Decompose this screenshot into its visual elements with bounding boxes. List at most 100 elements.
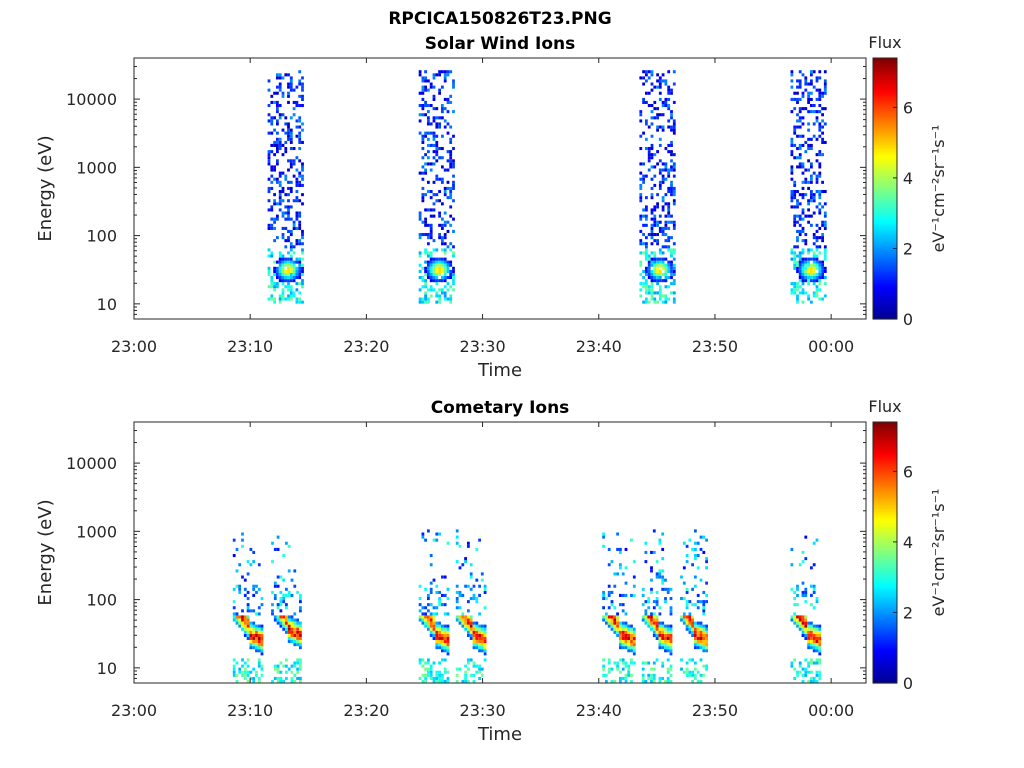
spectrogram-cell <box>292 266 296 270</box>
spectrogram-cell <box>810 640 813 644</box>
colorbar-segment <box>873 552 897 556</box>
spectrogram-cell <box>658 679 662 683</box>
colorbar-segment <box>873 596 897 599</box>
spectrogram-cell <box>285 541 288 545</box>
spectrogram-cell <box>627 627 631 631</box>
spectrogram-cell <box>287 186 290 190</box>
spectrogram-cell <box>438 257 441 261</box>
spectrogram-cell <box>418 104 422 108</box>
spectrogram-cell <box>432 661 436 665</box>
spectrogram-cell <box>702 603 706 607</box>
spectrogram-cell <box>815 597 819 601</box>
spectrogram-cell <box>271 679 274 683</box>
spectrogram-cell <box>610 615 614 619</box>
spectrogram-cell <box>443 291 447 295</box>
spectrogram-cell <box>295 276 299 280</box>
spectrogram-cell <box>282 593 286 597</box>
spectrogram-cell <box>815 239 819 243</box>
spectrogram-cell <box>289 186 293 190</box>
spectrogram-cell <box>688 658 692 662</box>
spectrogram-cell <box>295 199 299 203</box>
spectrogram-cell <box>804 593 808 597</box>
spectrogram-cell <box>810 79 813 83</box>
spectrogram-cell <box>301 183 304 187</box>
spectrogram-cell <box>298 272 302 276</box>
spectrogram-cell <box>688 600 692 604</box>
spectrogram-cell <box>639 134 643 138</box>
colorbar-segment <box>873 556 897 560</box>
spectrogram-cell <box>801 633 805 637</box>
spectrogram-cell <box>429 104 433 108</box>
colorbar-segment <box>873 589 897 593</box>
spectrogram-cell <box>650 229 654 233</box>
spectrogram-cell <box>667 297 671 301</box>
spectrogram-cell <box>278 272 282 276</box>
spectrogram-cell <box>287 279 290 283</box>
spectrogram-cell <box>661 73 665 77</box>
spectrogram-cell <box>793 223 797 227</box>
spectrogram-cell <box>672 125 676 129</box>
spectrogram-cell <box>273 285 276 289</box>
spectrogram-cell <box>810 603 813 607</box>
spectrogram-cell <box>293 612 297 616</box>
spectrogram-cell <box>243 627 247 631</box>
spectrogram-cell <box>647 288 651 292</box>
spectrogram-cell <box>295 183 299 187</box>
spectrogram-cell <box>282 615 286 619</box>
spectrogram-cell <box>290 679 294 683</box>
spectrogram-cell <box>672 263 676 267</box>
spectrogram-cell <box>267 190 271 194</box>
spectrogram-cell <box>624 624 628 628</box>
colorbar-segment <box>873 532 897 536</box>
spectrogram-cell <box>655 627 659 631</box>
spectrogram-cell <box>273 91 276 95</box>
spectrogram-cell <box>285 587 288 591</box>
spectrogram-cell <box>667 125 671 129</box>
spectrogram-cell <box>290 630 294 634</box>
spectrogram-cell <box>821 220 824 224</box>
spectrogram-cell <box>287 633 291 637</box>
spectrogram-cell <box>702 640 706 644</box>
colorbar-segment <box>873 485 897 488</box>
spectrogram-cell <box>289 257 293 261</box>
spectrogram-cell <box>818 70 822 74</box>
spectrogram-cell <box>295 168 299 172</box>
spectrogram-cell <box>621 593 625 597</box>
spectrogram-cell <box>432 208 436 212</box>
spectrogram-cell <box>812 196 816 200</box>
spectrogram-cell <box>658 220 662 224</box>
spectrogram-cell <box>289 131 293 135</box>
spectrogram-cell <box>287 569 291 573</box>
spectrogram-cell <box>464 627 467 631</box>
spectrogram-cell <box>299 664 302 668</box>
spectrogram-cell <box>421 104 425 108</box>
spectrogram-cell <box>287 217 290 221</box>
spectrogram-cell <box>249 636 253 640</box>
spectrogram-cell <box>807 100 810 104</box>
spectrogram-cell <box>812 251 816 255</box>
spectrogram-cell <box>796 85 799 89</box>
spectrogram-cell <box>652 615 656 619</box>
spectrogram-cell <box>658 82 662 86</box>
spectrogram-cell <box>653 300 657 304</box>
spectrogram-cell <box>284 193 288 197</box>
spectrogram-cell <box>815 266 819 270</box>
spectrogram-cell <box>270 297 274 301</box>
spectrogram-cell <box>823 276 827 280</box>
spectrogram-cell <box>238 667 242 671</box>
colorbar-segment <box>873 112 897 116</box>
spectrogram-cell <box>432 107 436 111</box>
spectrogram-cell <box>418 214 422 218</box>
spectrogram-cell <box>458 606 462 610</box>
spectrogram-cell <box>815 254 819 258</box>
spectrogram-cell <box>801 615 805 619</box>
spectrogram-cell <box>653 205 657 209</box>
spectrogram-cell <box>435 73 439 77</box>
spectrogram-cell <box>435 269 439 273</box>
spectrogram-cell <box>429 664 433 668</box>
spectrogram-cell <box>446 670 450 674</box>
spectrogram-cell <box>290 578 294 582</box>
spectrogram-cell <box>705 646 708 650</box>
spectrogram-cell <box>441 649 444 653</box>
